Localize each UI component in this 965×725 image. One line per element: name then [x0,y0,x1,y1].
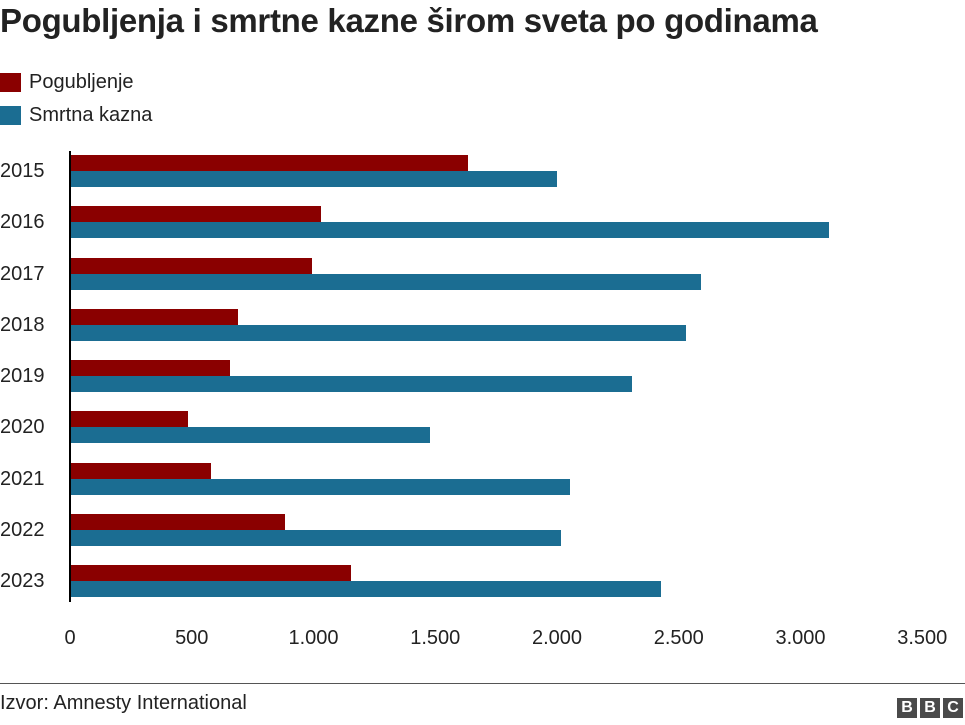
bar-pogubljenje-2015 [71,155,468,171]
bar-smrtna-kazna-2023 [71,581,661,597]
x-tick-label: 2.000 [531,627,583,649]
bar-pogubljenje-2020 [71,411,188,428]
y-tick-label: 2021 [0,467,45,490]
bar-smrtna-kazna-2018 [71,324,686,341]
bar-pogubljenje-2016 [71,206,321,223]
legend-label-smrtna-kazna: Smrtna kazna [29,104,153,126]
plot-area: 2015 2016 2017 2018 2019 2020 2021 2022 2023 0 500… [0,151,948,649]
chart-title: Pogubljenja i smrtne kazne širom sveta p… [0,2,818,39]
bar-pogubljenje-2022 [71,513,285,530]
y-tick-label: 2019 [0,365,45,387]
footer-divider [0,683,965,684]
legend-label-pogubljenje: Pogubljenje [29,71,134,93]
bar-smrtna-kazna-2021 [71,478,570,495]
bar-pogubljenje-2023 [71,565,351,581]
y-tick-label: 2016 [0,211,45,234]
bbc-logo-letter: B [897,698,917,718]
y-tick-label: 2023 [0,570,45,592]
x-tick-label: 1.000 [288,627,339,649]
bar-smrtna-kazna-2019 [71,376,632,392]
y-tick-label: 2020 [0,416,45,439]
bar-pogubljenje-2021 [71,462,211,479]
legend-item-pogubljenje: Pogubljenje [0,66,152,99]
legend-swatch-smrtna-kazna [0,106,21,125]
bar-pogubljenje-2019 [71,360,230,376]
bbc-logo-letter: C [943,698,963,718]
legend-item-smrtna-kazna: Smrtna kazna [0,99,152,132]
x-tick-label: 0 [64,627,76,649]
y-axis-line [69,151,71,602]
bar-smrtna-kazna-2015 [71,171,557,187]
x-tick-label: 3.000 [775,627,826,649]
bar-smrtna-kazna-2016 [71,222,829,239]
source-note: Izvor: Amnesty International [0,692,247,714]
y-tick-label: 2018 [0,313,45,336]
x-tick-label: 2.500 [653,627,704,649]
bar-smrtna-kazna-2022 [71,529,561,546]
y-tick-label: 2015 [0,160,45,182]
bar-pogubljenje-2017 [71,257,312,274]
x-tick-label: 500 [175,627,209,649]
bar-pogubljenje-2018 [71,308,238,325]
y-tick-label: 2022 [0,518,45,541]
bbc-logo-letter: B [920,698,940,718]
bar-smrtna-kazna-2020 [71,427,430,444]
x-tick-label: 1.500 [410,627,461,649]
legend-swatch-pogubljenje [0,73,21,92]
bbc-logo: B B C [897,698,963,718]
y-tick-label: 2017 [0,262,45,285]
bar-smrtna-kazna-2017 [71,273,701,290]
legend: Pogubljenje Smrtna kazna [0,66,152,132]
x-tick-label: 3.500 [897,627,948,649]
